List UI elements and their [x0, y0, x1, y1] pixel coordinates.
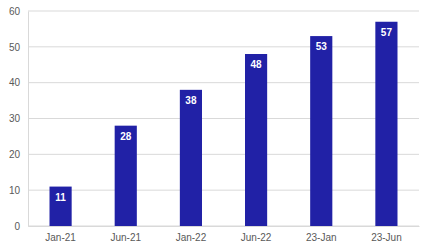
x-tick-label: Jan-22 — [176, 232, 207, 243]
data-label: 38 — [185, 95, 197, 106]
y-tick-label: 20 — [9, 149, 21, 160]
y-tick-label: 0 — [14, 221, 20, 232]
data-label: 48 — [251, 59, 263, 70]
x-tick: Jun-21 — [110, 226, 141, 243]
grid — [28, 11, 419, 226]
bar — [310, 36, 332, 226]
grid-line — [28, 226, 419, 227]
bar — [180, 90, 202, 226]
y-tick-label: 60 — [9, 6, 21, 17]
x-axis: Jan-21 Jun-21 Jan-22 Jun-22 23-Jan 23-Jun — [29, 226, 420, 243]
plot: 0 10 20 30 40 50 60 Jan-21 Jun-21 Jan-22 Jun-22 23-… — [9, 6, 420, 243]
y-tick: 10 — [9, 185, 28, 196]
y-tick-label: 40 — [9, 77, 21, 88]
x-tick: Jun-22 — [241, 226, 272, 243]
data-labels: 11 28 38 48 53 57 — [55, 27, 392, 203]
data-label: 11 — [55, 192, 66, 203]
y-tick: 60 — [9, 6, 28, 17]
bars — [50, 22, 398, 226]
grid-line — [28, 46, 419, 47]
data-label: 53 — [316, 41, 328, 52]
x-tick: Jan-22 — [176, 226, 207, 243]
chart: 0 10 20 30 40 50 60 Jan-21 Jun-21 Jan-22 Jun-22 23-… — [0, 0, 427, 251]
y-tick: 50 — [9, 42, 28, 53]
bar — [115, 126, 137, 226]
data-label: 57 — [381, 27, 393, 38]
x-tick-label: Jan-21 — [45, 232, 76, 243]
y-tick: 20 — [9, 149, 28, 160]
bar — [245, 54, 267, 226]
x-tick-label: 23-Jan — [306, 232, 337, 243]
y-tick-label: 30 — [9, 113, 21, 124]
grid-line — [28, 154, 419, 155]
y-tick: 40 — [9, 77, 28, 88]
y-axis: 0 10 20 30 40 50 60 — [9, 6, 29, 232]
grid-line — [28, 118, 419, 119]
grid-line — [28, 11, 419, 12]
x-tick: Jan-21 — [45, 226, 76, 243]
x-tick-label: Jun-21 — [110, 232, 141, 243]
bar — [375, 22, 397, 226]
x-tick-label: Jun-22 — [241, 232, 272, 243]
y-tick: 30 — [9, 113, 28, 124]
x-tick: 23-Jan — [306, 226, 337, 243]
x-tick-label: 23-Jun — [371, 232, 402, 243]
bar — [50, 187, 72, 226]
x-tick: 23-Jun — [371, 226, 402, 243]
y-tick-label: 50 — [9, 42, 21, 53]
x-axis-line — [29, 226, 420, 227]
y-tick-label: 10 — [9, 185, 21, 196]
y-tick: 0 — [14, 221, 28, 232]
grid-line — [28, 190, 419, 191]
data-label: 28 — [120, 131, 132, 142]
grid-line — [28, 82, 419, 83]
y-axis-line — [28, 12, 29, 227]
